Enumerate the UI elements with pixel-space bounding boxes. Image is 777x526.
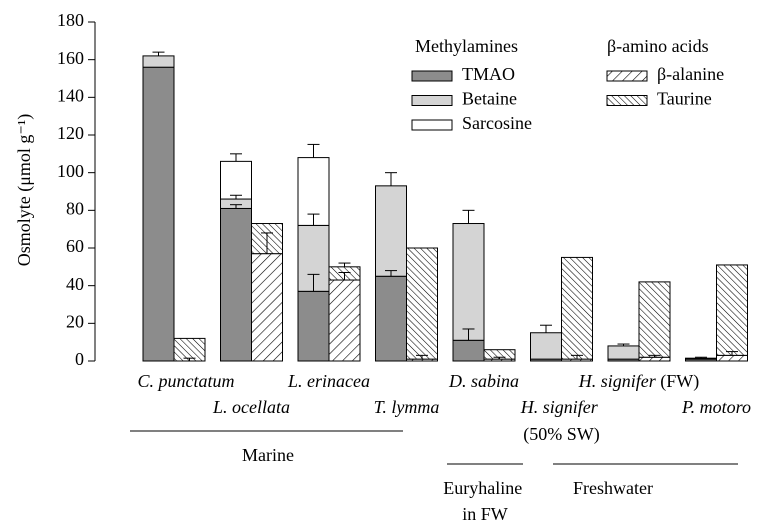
error-bar [462, 328, 475, 341]
bar-segment [530, 332, 562, 360]
error-bar [385, 172, 397, 186]
error-bar [540, 324, 552, 333]
error-bar [462, 209, 475, 224]
error-bar [230, 204, 242, 209]
legend-label: Sarcosine [462, 113, 532, 133]
legend-swatch [411, 119, 453, 131]
bar-segment [251, 253, 283, 362]
y-tick-label: 160 [57, 48, 84, 68]
bar-segment [142, 55, 175, 68]
x-tick-label: L. ocellata [212, 397, 290, 417]
error-bar [385, 270, 397, 277]
error-bar [617, 343, 630, 346]
y-axis-label: Osmolyte (μmol g⁻¹) [14, 114, 35, 267]
y-tick-label: 180 [57, 10, 84, 30]
y-tick-label: 100 [57, 161, 84, 181]
bar-segment [452, 339, 485, 362]
bar-segment [561, 256, 593, 360]
group-label: Euryhaline in FW [443, 478, 526, 524]
x-tick-label: T. lymma [374, 397, 440, 417]
bar-segment [607, 345, 640, 360]
error-bar [493, 356, 506, 360]
y-tick-label: 120 [57, 123, 84, 143]
bar-segment [173, 337, 206, 362]
error-bar [648, 354, 661, 358]
bar-segment [220, 160, 252, 200]
x-tick-label: H. signifer (FW) [578, 371, 700, 392]
error-bar [571, 354, 583, 360]
legend-label: Betaine [462, 89, 517, 109]
bar-segment [638, 281, 671, 358]
x-tick-label: C. punctatum [138, 371, 235, 391]
bar-segment [220, 207, 252, 362]
error-bar [307, 213, 320, 226]
legend-label: TMAO [462, 64, 515, 84]
error-bar [695, 356, 707, 359]
error-bar [416, 354, 428, 360]
group-label: Freshwater [573, 478, 653, 498]
bar-segment [716, 264, 748, 356]
error-bar [230, 194, 242, 200]
error-bar [152, 51, 165, 56]
error-bar [726, 351, 738, 356]
legend-label: β-alanine [657, 64, 724, 84]
bar-segment [142, 66, 175, 362]
legend-swatch [606, 95, 648, 106]
bar-segment [452, 223, 485, 341]
error-bar [307, 143, 320, 158]
bar-segment [406, 247, 438, 360]
legend-swatch [411, 70, 453, 82]
bar-segment [328, 279, 361, 362]
y-tick-label: 20 [66, 311, 84, 331]
bar-segment [638, 356, 671, 362]
error-bar [307, 273, 320, 292]
legend-label: Taurine [657, 89, 712, 109]
bar-segment [375, 275, 407, 362]
y-tick-label: 40 [66, 274, 84, 294]
legend-header: Methylamines [415, 36, 518, 56]
y-tick-label: 60 [66, 236, 84, 256]
error-bar [261, 232, 273, 254]
bar-segment [297, 290, 330, 362]
y-tick-label: 80 [66, 198, 84, 218]
legend-header: β-amino acids [607, 36, 709, 56]
error-bar [338, 262, 351, 267]
error-bar [183, 357, 196, 361]
bar-segment [716, 354, 748, 362]
bar-segment [375, 185, 407, 277]
x-tick-label: P. motoro [681, 397, 751, 417]
group-label: Marine [242, 445, 294, 465]
bar-segment [685, 357, 717, 360]
y-tick-label: 140 [57, 85, 84, 105]
legend-swatch [606, 70, 648, 82]
x-tick-label: D. sabina [448, 371, 519, 391]
y-tick-label: 0 [75, 349, 84, 369]
x-tick-label: H. signifer (50% SW) [520, 397, 603, 445]
x-tick-label: L. erinacea [287, 371, 370, 391]
error-bar [230, 153, 242, 162]
error-bar [338, 271, 351, 281]
legend-swatch [411, 95, 453, 106]
